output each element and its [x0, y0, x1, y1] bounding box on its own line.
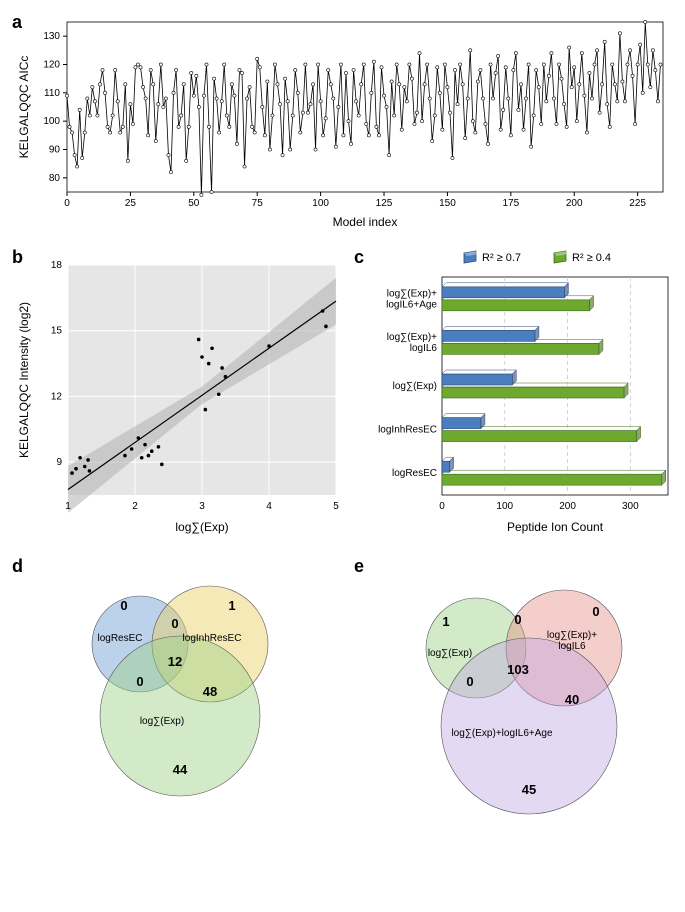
panel-c-chart: R² ≥ 0.7R² ≥ 0.40100200300log∑(Exp)+logI… [354, 247, 674, 537]
svg-text:logResEC: logResEC [392, 468, 437, 479]
svg-text:0: 0 [64, 198, 70, 209]
svg-text:0: 0 [514, 612, 521, 627]
svg-text:48: 48 [203, 684, 217, 699]
svg-text:300: 300 [622, 501, 639, 512]
svg-text:KELGALQQC Intensity (log2): KELGALQQC Intensity (log2) [17, 302, 31, 458]
svg-text:log∑(Exp)+: log∑(Exp)+ [387, 332, 437, 343]
panel-c-label: c [354, 247, 364, 268]
svg-text:Peptide Ion Count: Peptide Ion Count [507, 520, 604, 534]
svg-text:44: 44 [173, 762, 188, 777]
svg-text:150: 150 [439, 198, 456, 209]
panel-e: e log∑(Exp) log∑(Exp)+logIL6 log∑(Exp)+log… [354, 556, 674, 821]
panel-d-label: d [12, 556, 23, 577]
svg-text:KELGALQQC AICc: KELGALQQC AICc [17, 56, 31, 159]
svg-text:4: 4 [266, 501, 272, 512]
panel-d: d logResEC logInhResEC log∑(Exp) 0 1 44 0 0 48 12 [12, 556, 344, 821]
svg-text:200: 200 [559, 501, 576, 512]
svg-text:0: 0 [120, 598, 127, 613]
svg-text:110: 110 [44, 88, 60, 99]
svg-text:0: 0 [136, 674, 143, 689]
svg-text:logResEC: logResEC [97, 633, 142, 644]
svg-text:200: 200 [566, 198, 583, 209]
svg-text:12: 12 [51, 391, 63, 402]
svg-text:logIL6+Age: logIL6+Age [386, 299, 437, 310]
svg-text:logIL6: logIL6 [410, 343, 438, 354]
svg-text:log∑(Exp): log∑(Exp) [393, 381, 437, 392]
svg-text:3: 3 [199, 501, 205, 512]
panel-b-chart: 123459121518log∑(Exp)KELGALQQC Intensity… [12, 247, 344, 537]
svg-text:0: 0 [592, 604, 599, 619]
svg-text:40: 40 [565, 692, 579, 707]
svg-text:1: 1 [228, 598, 235, 613]
svg-text:15: 15 [51, 326, 63, 337]
panel-e-venn: log∑(Exp) log∑(Exp)+logIL6 log∑(Exp)+logIL… [354, 556, 674, 816]
svg-text:log∑(Exp): log∑(Exp) [428, 648, 472, 659]
svg-text:2: 2 [132, 501, 138, 512]
svg-text:12: 12 [168, 654, 182, 669]
panel-c: c R² ≥ 0.7R² ≥ 0.40100200300log∑(Exp)+lo… [354, 247, 674, 542]
svg-text:50: 50 [188, 198, 200, 209]
svg-text:125: 125 [376, 198, 393, 209]
svg-text:0: 0 [439, 501, 445, 512]
svg-text:80: 80 [49, 173, 61, 184]
svg-text:90: 90 [49, 145, 61, 156]
svg-text:log∑(Exp): log∑(Exp) [175, 520, 228, 534]
svg-text:log∑(Exp)+: log∑(Exp)+ [387, 288, 437, 299]
svg-text:logInhResEC: logInhResEC [183, 633, 242, 644]
svg-text:100: 100 [43, 116, 60, 127]
svg-text:0: 0 [171, 616, 178, 631]
svg-text:103: 103 [507, 662, 529, 677]
svg-text:45: 45 [522, 782, 536, 797]
svg-text:log∑(Exp)+logIL6+Age: log∑(Exp)+logIL6+Age [451, 728, 553, 739]
panel-a-chart: 80 90 100 110 120 130 0 25 50 75 100 125 150 175 200 22… [12, 12, 673, 232]
svg-text:9: 9 [56, 457, 62, 468]
panel-b-label: b [12, 247, 23, 268]
svg-text:100: 100 [496, 501, 513, 512]
svg-text:R² ≥ 0.7: R² ≥ 0.7 [482, 252, 521, 264]
svg-text:Model index: Model index [333, 215, 398, 229]
svg-text:225: 225 [629, 198, 646, 209]
svg-text:18: 18 [51, 260, 63, 271]
svg-text:25: 25 [125, 198, 137, 209]
svg-text:1: 1 [442, 614, 449, 629]
panel-a: a 80 90 100 110 120 130 0 25 50 75 100 125 150 175 200… [12, 12, 673, 237]
svg-text:log∑(Exp): log∑(Exp) [140, 716, 184, 727]
svg-text:175: 175 [502, 198, 519, 209]
svg-text:logIL6: logIL6 [558, 641, 586, 652]
svg-text:R² ≥ 0.4: R² ≥ 0.4 [572, 252, 611, 264]
panel-e-label: e [354, 556, 364, 577]
panel-b: b 123459121518log∑(Exp)KELGALQQC Intensi… [12, 247, 344, 542]
svg-text:100: 100 [312, 198, 329, 209]
svg-text:130: 130 [43, 31, 60, 42]
svg-text:1: 1 [65, 501, 71, 512]
svg-text:logInhResEC: logInhResEC [378, 425, 437, 436]
svg-text:5: 5 [333, 501, 339, 512]
panel-d-venn: logResEC logInhResEC log∑(Exp) 0 1 44 0 0 48 12 [12, 556, 344, 816]
svg-text:120: 120 [43, 60, 60, 71]
svg-text:log∑(Exp)+: log∑(Exp)+ [547, 630, 597, 641]
svg-text:75: 75 [252, 198, 264, 209]
panel-a-label: a [12, 12, 22, 33]
svg-text:0: 0 [466, 674, 473, 689]
